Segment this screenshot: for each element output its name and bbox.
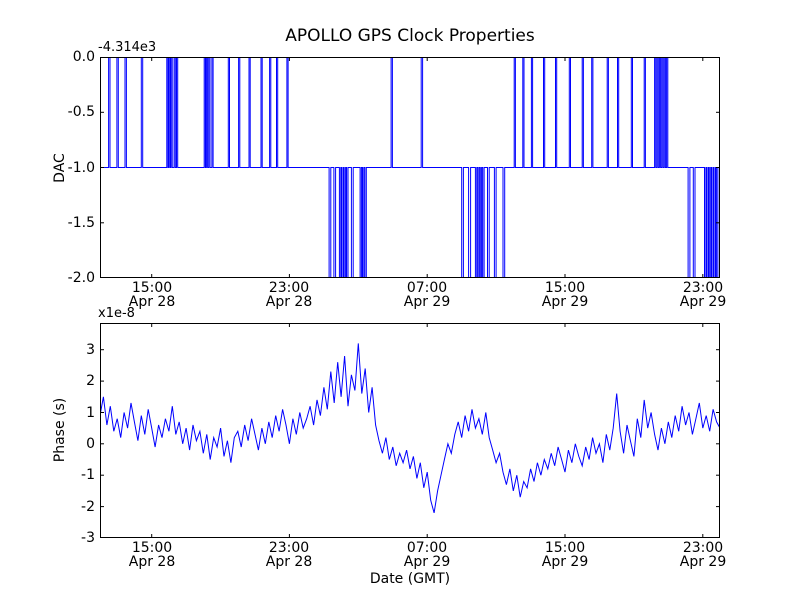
phase-ytick-label: 0	[86, 436, 95, 452]
phase-xtick-label: 15:00 Apr 29	[520, 541, 610, 569]
phase-ytick-label: -1	[81, 467, 95, 483]
xtick-time: 23:00	[682, 280, 724, 296]
x-axis-label: Date (GMT)	[369, 571, 451, 587]
xtick-time: 23:00	[268, 540, 310, 556]
phase-xtick-label: 07:00 Apr 29	[382, 541, 472, 569]
xtick-time: 23:00	[682, 540, 724, 556]
dac-plot-canvas	[100, 57, 720, 278]
xtick-date: Apr 29	[541, 554, 589, 570]
xtick-date: Apr 28	[128, 554, 176, 570]
phase-ytick-label: 2	[86, 373, 95, 389]
xtick-date: Apr 29	[541, 294, 589, 310]
dac-axis-offset-label: -4.314e3	[98, 40, 157, 55]
dac-ytick-label: 0.0	[72, 49, 95, 65]
xtick-time: 15:00	[131, 540, 173, 556]
xtick-time: 23:00	[268, 280, 310, 296]
phase-ytick-label: -3	[81, 530, 95, 546]
dac-xtick-label: 07:00 Apr 29	[382, 281, 472, 309]
dac-xtick-label: 23:00 Apr 29	[658, 281, 748, 309]
phase-axis-scale-label: x1e-8	[98, 306, 135, 321]
dac-xtick-label: 15:00 Apr 28	[107, 281, 197, 309]
dac-xtick-label: 23:00 Apr 28	[244, 281, 334, 309]
xtick-date: Apr 28	[265, 554, 313, 570]
xtick-date: Apr 28	[128, 294, 176, 310]
phase-ytick-label: 1	[86, 405, 95, 421]
dac-ytick-label: -2.0	[67, 270, 95, 286]
xtick-date: Apr 29	[679, 554, 727, 570]
phase-xtick-label: 15:00 Apr 28	[107, 541, 197, 569]
xtick-date: Apr 29	[679, 294, 727, 310]
phase-xtick-label: 23:00 Apr 29	[658, 541, 748, 569]
xtick-time: 15:00	[131, 280, 173, 296]
xtick-time: 15:00	[544, 280, 586, 296]
dac-ytick-label: -0.5	[67, 104, 95, 120]
phase-ytick-label: -2	[81, 499, 95, 515]
phase-xtick-label: 23:00 Apr 28	[244, 541, 334, 569]
xtick-date: Apr 29	[403, 294, 451, 310]
dac-ytick-label: -1.5	[67, 215, 95, 231]
chart-title: APOLLO GPS Clock Properties	[285, 26, 535, 46]
xtick-time: 15:00	[544, 540, 586, 556]
dac-plot-area	[100, 57, 720, 278]
phase-plot-area	[100, 323, 720, 538]
xtick-date: Apr 28	[265, 294, 313, 310]
dac-xtick-label: 15:00 Apr 29	[520, 281, 610, 309]
dac-ytick-label: -1.0	[67, 160, 95, 176]
xtick-time: 07:00	[406, 540, 448, 556]
xtick-date: Apr 29	[403, 554, 451, 570]
phase-plot-canvas	[100, 323, 720, 538]
xtick-time: 07:00	[406, 280, 448, 296]
phase-ytick-label: 3	[86, 342, 95, 358]
